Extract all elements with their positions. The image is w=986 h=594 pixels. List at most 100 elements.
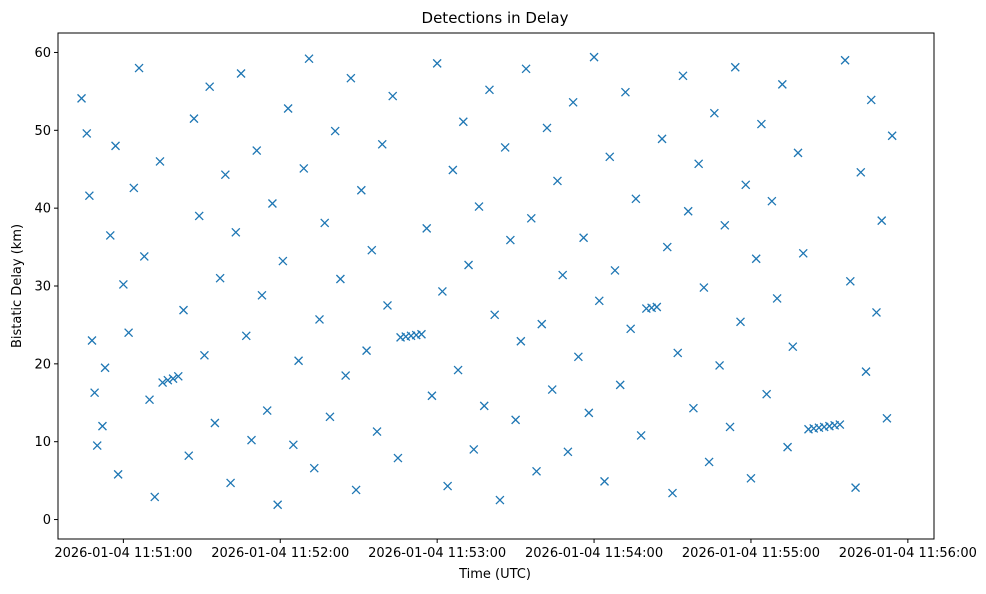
detection-point-43 xyxy=(283,104,293,113)
y-axis-label: Bistatic Delay (km) xyxy=(10,224,25,348)
detection-point-13 xyxy=(129,183,139,193)
detection-point-28 xyxy=(205,82,215,92)
detection-point-106 xyxy=(610,265,620,275)
x-tick-label-4: 2026-01-04 11:55:00 xyxy=(682,546,820,561)
detection-point-156 xyxy=(872,308,881,317)
detection-point-14 xyxy=(134,63,144,73)
detection-point-130 xyxy=(736,317,745,327)
detection-point-135 xyxy=(762,389,772,399)
detection-point-71 xyxy=(427,391,437,401)
y-tick-label-0: 0 xyxy=(43,513,51,528)
detection-point-35 xyxy=(241,331,251,341)
detection-point-100 xyxy=(579,233,589,243)
detection-point-60 xyxy=(372,427,382,437)
detection-point-12 xyxy=(124,328,134,338)
detection-point-30 xyxy=(215,273,225,283)
detection-point-149 xyxy=(835,420,845,430)
y-tick-label-5: 50 xyxy=(34,124,51,139)
detection-point-89 xyxy=(521,64,531,74)
detection-point-133 xyxy=(751,254,761,264)
detection-point-102 xyxy=(589,52,599,62)
detection-point-124 xyxy=(704,457,714,467)
detection-point-33 xyxy=(231,227,241,237)
x-tick-label-3: 2026-01-04 11:54:00 xyxy=(525,546,663,561)
detection-point-38 xyxy=(257,290,267,300)
detection-point-111 xyxy=(636,431,646,440)
detection-point-62 xyxy=(383,301,392,310)
detection-point-139 xyxy=(783,442,793,452)
detection-point-17 xyxy=(150,492,160,502)
detection-point-118 xyxy=(673,348,683,358)
detection-point-129 xyxy=(730,62,740,72)
detection-point-108 xyxy=(620,87,630,97)
scatter-marks xyxy=(77,52,897,510)
detection-point-87 xyxy=(511,415,521,425)
detection-point-91 xyxy=(532,466,541,476)
detection-point-44 xyxy=(288,440,298,450)
detection-point-32 xyxy=(226,478,236,488)
detection-point-83 xyxy=(490,310,500,320)
detection-point-23 xyxy=(179,305,188,315)
detection-point-10 xyxy=(113,469,123,479)
detection-point-54 xyxy=(341,371,351,380)
detection-point-141 xyxy=(793,148,803,158)
detection-point-155 xyxy=(866,95,876,105)
detection-point-96 xyxy=(558,270,568,280)
detection-point-107 xyxy=(615,380,625,390)
detection-point-99 xyxy=(573,352,583,362)
detection-point-104 xyxy=(600,476,609,486)
detection-point-92 xyxy=(537,319,547,329)
detection-point-7 xyxy=(100,363,110,373)
detection-point-74 xyxy=(443,481,453,491)
detection-point-152 xyxy=(851,483,861,493)
detection-point-22 xyxy=(173,371,183,381)
detection-point-86 xyxy=(505,235,515,245)
detection-point-117 xyxy=(668,488,677,498)
detection-point-21 xyxy=(168,374,178,384)
y-tick-label-6: 60 xyxy=(34,46,51,61)
detection-point-49 xyxy=(315,315,324,324)
detection-point-20 xyxy=(163,375,173,385)
y-tick-label-3: 30 xyxy=(34,280,51,295)
detection-point-11 xyxy=(118,279,128,289)
detection-point-127 xyxy=(720,220,730,230)
detection-point-37 xyxy=(252,146,262,156)
detection-point-137 xyxy=(772,293,782,303)
detection-point-19 xyxy=(158,378,168,387)
detection-point-34 xyxy=(236,69,246,78)
detection-point-4 xyxy=(90,388,100,398)
detection-point-47 xyxy=(304,54,314,64)
detection-point-41 xyxy=(273,500,283,510)
detection-point-142 xyxy=(798,248,808,258)
detection-point-31 xyxy=(220,170,230,180)
detection-point-140 xyxy=(788,342,798,352)
x-axis: 2026-01-04 11:51:00 2026-01-04 11:52:00 20… xyxy=(54,539,977,561)
detection-point-16 xyxy=(145,395,154,405)
detection-point-70 xyxy=(422,223,432,233)
detection-point-105 xyxy=(605,152,615,162)
detection-point-50 xyxy=(320,218,330,228)
detection-point-95 xyxy=(552,176,562,186)
detection-point-55 xyxy=(346,73,356,83)
detection-point-120 xyxy=(683,206,693,216)
detection-point-0 xyxy=(77,93,86,103)
detection-point-132 xyxy=(746,473,756,483)
detection-point-150 xyxy=(840,55,850,65)
detection-point-98 xyxy=(568,97,578,107)
detection-point-26 xyxy=(194,211,204,221)
detection-point-57 xyxy=(356,185,366,195)
detection-point-116 xyxy=(662,242,672,252)
detection-point-25 xyxy=(189,114,199,124)
detection-point-82 xyxy=(485,85,494,95)
detection-point-109 xyxy=(626,324,636,334)
chart-title: Detections in Delay xyxy=(422,9,569,27)
detection-point-27 xyxy=(199,350,209,360)
detection-point-48 xyxy=(309,463,319,473)
detection-point-79 xyxy=(469,445,479,454)
detection-point-40 xyxy=(267,199,277,208)
detection-point-52 xyxy=(330,126,340,136)
detection-point-154 xyxy=(861,367,871,377)
y-axis: 0 10 20 30 40 50 60 xyxy=(34,46,58,528)
